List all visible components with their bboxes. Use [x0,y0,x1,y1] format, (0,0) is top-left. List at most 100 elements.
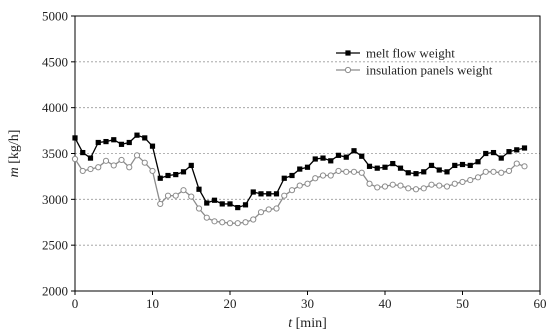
data-point [257,209,265,216]
data-point [374,165,380,171]
data-point [87,155,94,161]
data-point [149,167,156,175]
data-point [111,137,117,143]
data-point [483,150,489,157]
data-point [389,181,396,188]
data-point [397,182,404,189]
x-axis-variable: t [288,316,293,331]
x-tick-label-0: 0 [72,296,79,311]
data-point [242,219,249,226]
data-point [164,192,172,199]
data-point [505,167,513,175]
data-point [521,145,528,151]
data-point [72,135,78,141]
data-point [102,157,110,164]
data-point [288,187,296,194]
y-tick-label-2500: 2500 [42,238,68,253]
data-point [80,149,86,156]
data-point [250,189,256,195]
x-tick-label-20: 20 [224,296,237,311]
data-point [405,185,412,192]
data-point [335,152,342,158]
y-axis-title: m [kg/h] [7,130,22,178]
data-point [79,167,86,175]
data-point [366,163,373,169]
x-tick-label-30: 30 [301,296,314,311]
y-tick-label-3000: 3000 [42,192,68,207]
data-point [444,169,450,175]
legend-marker-melt-flow-weight [345,50,351,56]
data-point [180,169,187,175]
legend: melt flow weight insulation panels weigh… [336,46,493,78]
data-point [204,200,210,206]
legend-entry-melt-flow-weight: melt flow weight [336,46,455,61]
data-point [397,165,404,171]
series-insulation-panels-weight [71,152,528,227]
data-point [382,164,388,170]
data-point [227,201,233,207]
legend-marker-insulation-panels-weight [344,66,352,74]
data-point [514,147,520,153]
x-tick-label-40: 40 [379,296,392,311]
data-point [459,161,466,168]
data-point [265,206,272,213]
data-point [180,187,187,194]
data-point [71,155,79,163]
data-point [289,172,295,179]
data-point [141,159,148,166]
data-point [304,164,311,170]
data-point [134,132,140,138]
data-point [343,168,350,175]
data-point [126,164,133,171]
data-point [297,166,303,172]
data-point [103,138,109,145]
legend-entry-insulation-panels-weight: insulation panels weight [336,63,493,78]
data-point [498,155,504,161]
gridlines [75,61,540,246]
data-point [343,154,349,160]
axes [71,15,541,295]
data-point [281,192,288,199]
data-point [381,183,389,190]
data-point [296,182,303,189]
y-tick-label-5000: 5000 [42,9,68,24]
x-tick-label-60: 60 [534,296,547,311]
legend-label-melt-flow-weight: melt flow weight [366,46,455,61]
data-point [420,185,427,192]
data-point [405,170,411,176]
data-point [142,135,148,141]
x-axis-title: t [min] [288,316,327,331]
data-point [118,156,125,164]
y-tick-label-4000: 4000 [42,100,68,115]
y-tick-label-4500: 4500 [42,54,68,69]
data-point [188,162,194,169]
data-point [374,184,381,191]
data-point [327,172,334,179]
data-point [490,168,497,175]
data-point [443,183,451,190]
data-point [219,201,225,207]
data-point [412,186,420,193]
y-axis-variable: m [7,167,22,177]
data-point [436,182,443,189]
data-point [266,191,272,197]
data-point [335,167,342,175]
data-point [165,172,171,179]
data-point [235,204,241,211]
legend-label-insulation-panels-weight: insulation panels weight [366,63,493,78]
data-point [390,160,396,167]
data-point [87,165,94,173]
data-point [351,148,357,154]
data-point [95,164,102,171]
data-point [428,162,435,169]
x-tick-label-10: 10 [146,296,159,311]
data-point [211,197,218,203]
data-point [173,171,179,178]
data-point [319,172,327,179]
data-point [188,193,195,200]
data-point [413,171,419,177]
data-point [226,220,234,227]
y-tick-label-3500: 3500 [42,146,68,161]
